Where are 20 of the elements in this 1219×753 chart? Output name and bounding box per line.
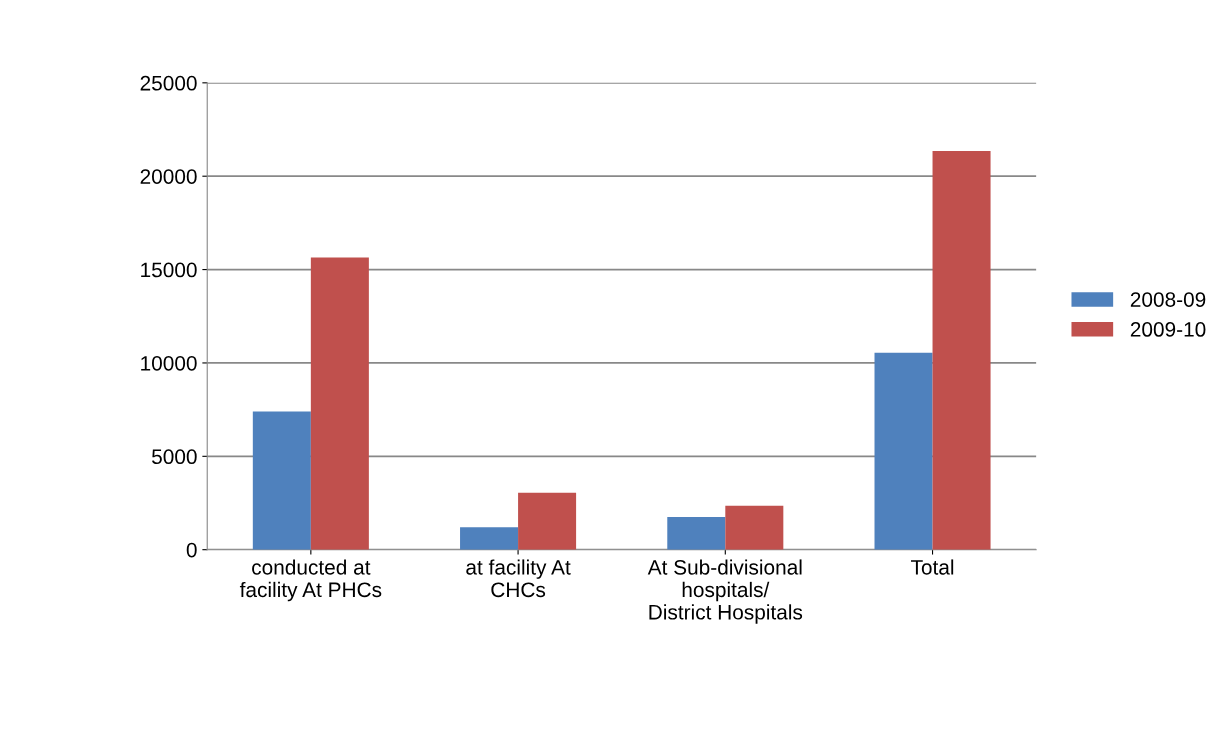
x-tick-label: at facility At CHCs: [466, 559, 571, 598]
bar: [932, 150, 991, 550]
legend-label: 2009-10: [1130, 322, 1206, 337]
bar: [252, 411, 311, 550]
x-tick-label: Total: [911, 559, 954, 575]
bar: [460, 527, 519, 550]
bar: [518, 492, 577, 550]
y-tick-label: 10000: [141, 355, 197, 371]
bar: [725, 505, 784, 550]
y-tick-label: 15000: [141, 262, 197, 278]
x-tick-label: At Sub-divisional hospitals/ District Hospitals: [647, 559, 803, 624]
legend-label: 2008-09: [1130, 292, 1206, 307]
bar: [874, 352, 933, 550]
y-tick-label: 20000: [140, 169, 197, 184]
bar: [310, 257, 369, 550]
y-tick-label: 0: [186, 542, 197, 558]
y-tick-label: 5000: [152, 449, 197, 465]
bar: [667, 517, 726, 550]
y-tick-label: 25000: [140, 75, 197, 91]
x-tick-label: conducted at facility At PHCs: [239, 559, 382, 602]
